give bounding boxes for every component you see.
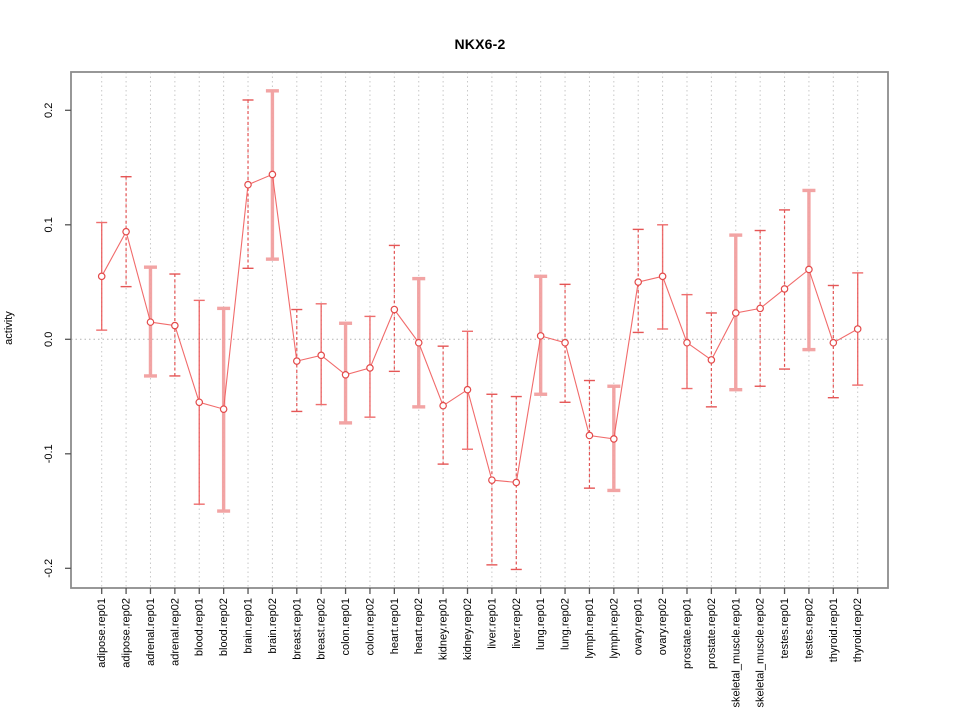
- error-bar: [120, 176, 132, 288]
- data-point: [658, 272, 667, 281]
- data-point: [585, 431, 594, 440]
- error-bars: [96, 89, 864, 571]
- data-point: [195, 398, 204, 407]
- error-bar: [583, 379, 595, 489]
- x-tick-label: prostate.rep02: [706, 598, 718, 669]
- data-point: [122, 227, 130, 236]
- y-tick-label: 0.1: [43, 217, 55, 232]
- x-tick-label: lymph.rep02: [608, 598, 620, 659]
- data-point: [439, 401, 447, 410]
- y-axis: 0.2 0.1 0.0 -0.1 -0.2: [43, 103, 71, 578]
- x-tick-label: adipose.rep02: [121, 598, 133, 668]
- x-tick-label: heart.rep01: [389, 598, 401, 654]
- x-tick-label: kidney.rep02: [462, 598, 474, 660]
- error-bar: [510, 395, 522, 571]
- x-tick-label: adrenal.rep02: [169, 598, 181, 666]
- data-point: [853, 325, 862, 333]
- error-bar: [559, 283, 571, 403]
- data-point: [707, 356, 716, 364]
- x-tick-label: kidney.rep01: [438, 598, 450, 660]
- data-point: [780, 285, 789, 293]
- data-point: [268, 170, 277, 179]
- x-tick-label: adrenal.rep01: [145, 598, 157, 666]
- x-tick-label: lymph.rep01: [584, 598, 596, 659]
- data-point: [244, 180, 252, 189]
- x-axis: adipose.rep01 adipose.rep02 adrenal.rep01 a…: [96, 588, 864, 707]
- x-tick-label: testes.rep02: [803, 598, 815, 659]
- x-tick-label: liver.rep01: [486, 598, 498, 649]
- data-point: [292, 357, 301, 365]
- data-point: [731, 309, 740, 317]
- data-point: [463, 385, 472, 394]
- data-point: [536, 332, 545, 340]
- y-tick-label: -0.2: [43, 559, 55, 578]
- x-tick-label: thyroid.rep01: [828, 598, 840, 662]
- x-tick-label: blood.rep02: [218, 598, 230, 656]
- data-point: [414, 338, 423, 347]
- data-point: [366, 364, 374, 372]
- y-tick-label: 0.0: [43, 332, 55, 347]
- series-line: [101, 173, 858, 483]
- x-tick-label: colon.rep01: [340, 598, 352, 656]
- x-tick-label: skeletal_muscle.rep01: [730, 598, 742, 707]
- x-tick-label: colon.rep02: [364, 598, 376, 656]
- x-tick-label: brain.rep02: [267, 598, 279, 654]
- data-points: [97, 170, 862, 487]
- data-point: [97, 272, 106, 281]
- data-point: [683, 338, 691, 347]
- data-point: [829, 338, 838, 347]
- data-point: [219, 405, 228, 413]
- x-tick-label: ovary.rep01: [633, 598, 645, 655]
- x-tick-label: lung.rep02: [560, 598, 572, 650]
- data-point: [756, 304, 764, 313]
- x-tick-label: ovary.rep02: [657, 598, 669, 655]
- error-bar: [437, 345, 449, 465]
- data-point: [171, 321, 179, 330]
- x-tick-label: prostate.rep01: [681, 598, 693, 669]
- x-tick-label: breast.rep02: [316, 598, 328, 660]
- data-point: [610, 435, 618, 443]
- gridlines: [101, 72, 859, 588]
- data-point: [634, 278, 643, 286]
- x-tick-label: testes.rep01: [779, 598, 791, 659]
- x-tick-label: thyroid.rep02: [852, 598, 864, 662]
- x-tick-label: skeletal_muscle.rep02: [755, 598, 767, 707]
- x-tick-label: blood.rep01: [194, 598, 206, 656]
- x-tick-label: breast.rep01: [291, 598, 303, 660]
- data-point: [341, 370, 350, 379]
- data-point: [805, 265, 813, 274]
- data-point: [512, 478, 521, 487]
- data-point: [488, 476, 496, 484]
- data-point: [561, 338, 569, 347]
- y-tick-label: 0.2: [43, 103, 55, 118]
- plot-frame-group: [70, 71, 889, 589]
- x-tick-label: brain.rep01: [243, 598, 255, 654]
- trend-line: [101, 173, 858, 483]
- plot-frame: [70, 71, 889, 589]
- data-point: [317, 351, 325, 360]
- x-tick-label: adipose.rep01: [96, 598, 108, 668]
- data-point: [390, 305, 399, 314]
- chart-title: NKX6-2: [454, 36, 506, 52]
- x-tick-label: heart.rep02: [413, 598, 425, 654]
- data-point: [146, 318, 155, 326]
- x-tick-label: liver.rep02: [511, 598, 523, 649]
- x-tick-label: lung.rep01: [535, 598, 547, 650]
- y-tick-label: -0.1: [43, 444, 55, 463]
